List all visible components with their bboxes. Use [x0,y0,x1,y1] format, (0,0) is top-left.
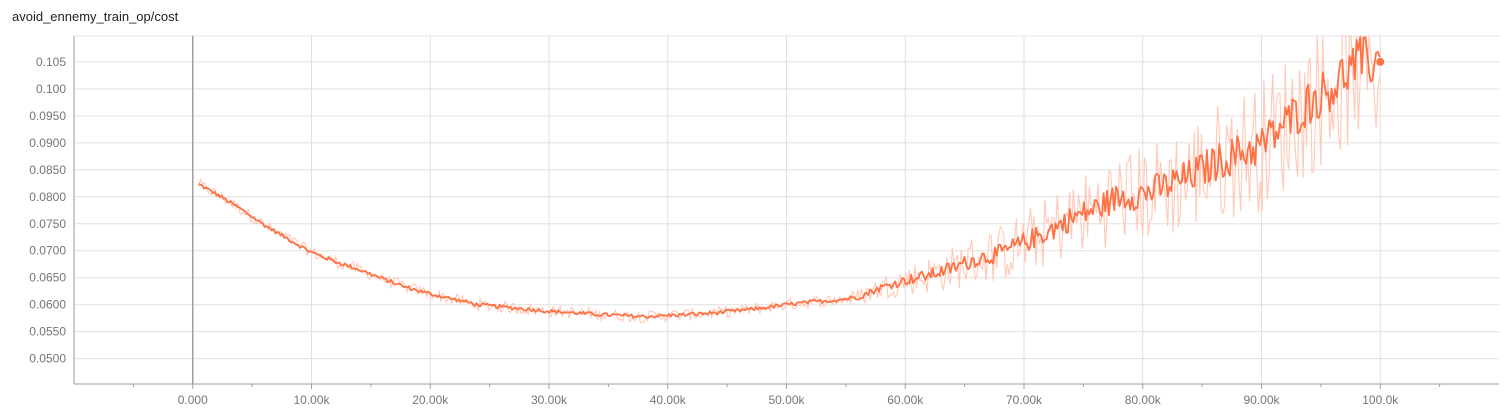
x-tick-label: 70.00k [1006,393,1043,407]
x-tick-label: 0.000 [178,393,208,407]
x-tick-label: 90.00k [1243,393,1280,407]
y-tick-label: 0.0900 [29,136,66,150]
y-tick-label: 0.0850 [29,163,66,177]
y-tick-label: 0.0550 [29,325,66,339]
smoothed-series-line [198,36,1381,319]
x-tick-label: 80.00k [1125,393,1162,407]
x-tick-label: 100.0k [1362,393,1399,407]
y-tick-label: 0.100 [36,82,66,96]
y-tick-label: 0.0650 [29,271,66,285]
x-tick-label: 30.00k [531,393,568,407]
x-tick-label: 10.00k [293,393,330,407]
smoothed-series [198,36,1385,319]
y-tick-label: 0.0600 [29,298,66,312]
raw-series [198,35,1381,324]
y-tick-label: 0.0800 [29,190,66,204]
y-tick-labels: 0.0500 0.0550 0.0600 0.0650 0.0700 0.0750 0.08… [29,55,66,366]
raw-series-line [198,35,1381,324]
x-tick-labels: 0.000 10.00k 20.00k 30.00k 40.00k 50.00k 60.00… [178,393,1400,407]
grid-lines [74,35,1499,384]
axes [73,36,1499,389]
x-tick-label: 60.00k [887,393,924,407]
x-tick-label: 40.00k [650,393,687,407]
y-tick-label: 0.0750 [29,217,66,231]
chart-title: avoid_ennemy_train_op/cost [12,9,179,24]
y-tick-label: 0.0700 [29,244,66,258]
x-tick-label: 20.00k [412,393,449,407]
y-tick-label: 0.105 [36,55,66,69]
y-tick-label: 0.0950 [29,109,66,123]
last-value-marker[interactable] [1376,57,1385,66]
x-tick-label: 50.00k [768,393,805,407]
y-tick-label: 0.0500 [29,352,66,366]
